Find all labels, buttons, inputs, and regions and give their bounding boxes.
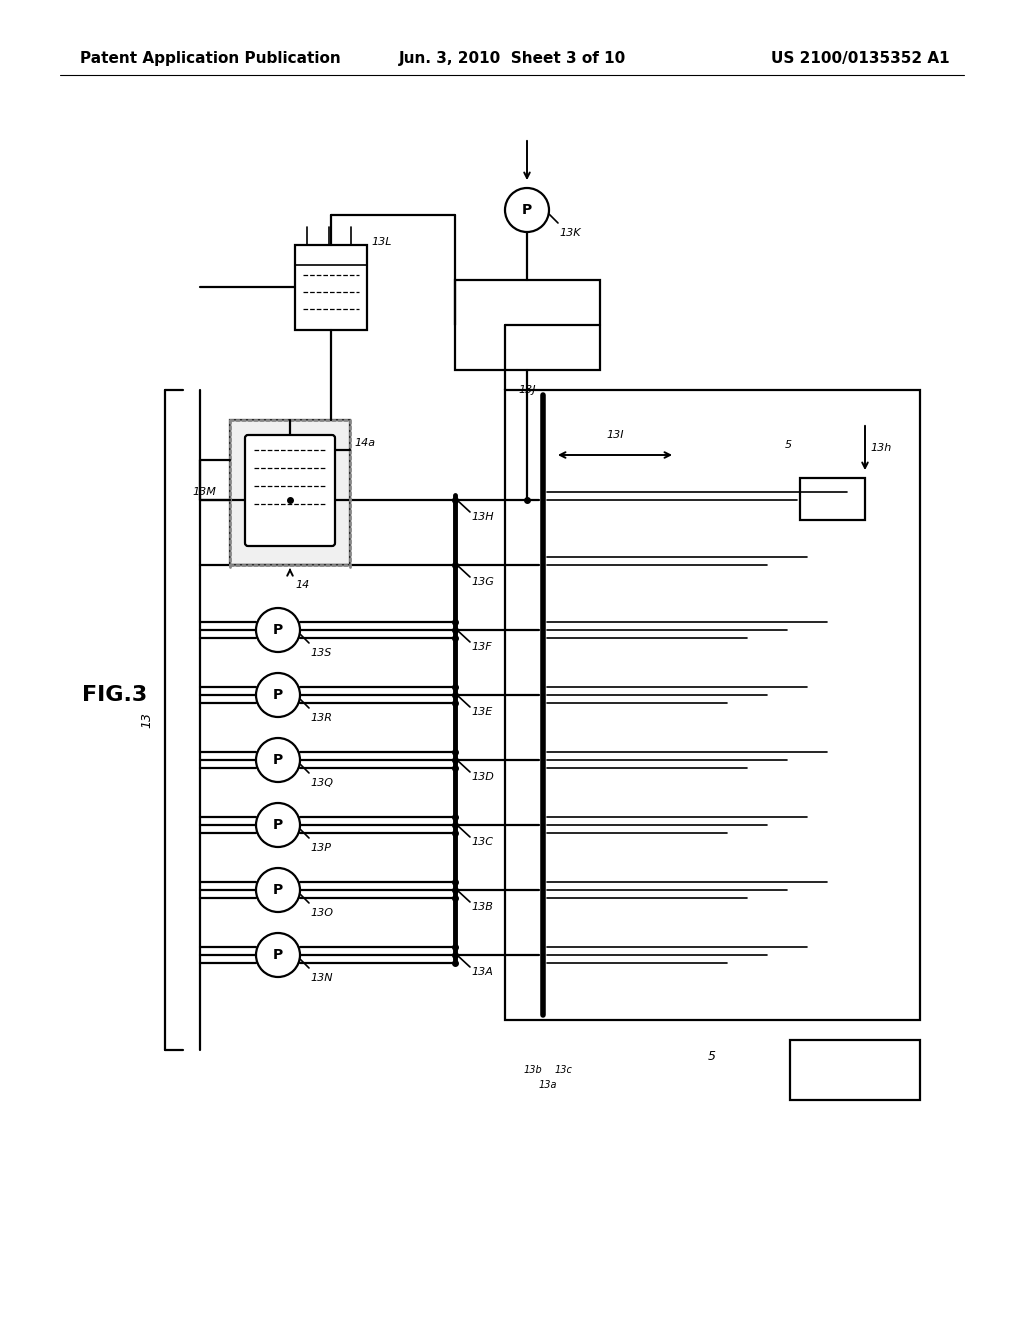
Text: 13C: 13C: [471, 837, 493, 847]
Text: 13B: 13B: [471, 902, 493, 912]
Text: 13L: 13L: [371, 238, 391, 247]
Text: 13a: 13a: [539, 1080, 557, 1090]
Bar: [295, 246, 367, 330]
Text: 5: 5: [708, 1049, 716, 1063]
Circle shape: [256, 933, 300, 977]
Text: 13H: 13H: [471, 512, 494, 521]
Text: P: P: [272, 948, 283, 962]
Circle shape: [256, 869, 300, 912]
Text: 13M: 13M: [193, 487, 216, 498]
Bar: [455, 280, 600, 370]
Text: Patent Application Publication: Patent Application Publication: [80, 50, 341, 66]
Text: 5: 5: [785, 440, 793, 450]
Circle shape: [256, 673, 300, 717]
Text: 14a: 14a: [354, 438, 375, 447]
Text: 13K: 13K: [559, 228, 581, 238]
Text: 13h: 13h: [870, 444, 891, 453]
Text: Jun. 3, 2010  Sheet 3 of 10: Jun. 3, 2010 Sheet 3 of 10: [398, 50, 626, 66]
Circle shape: [256, 738, 300, 781]
Text: 13D: 13D: [471, 772, 494, 781]
Text: P: P: [272, 688, 283, 702]
Text: 13E: 13E: [471, 708, 493, 717]
Text: P: P: [272, 752, 283, 767]
Text: 13I: 13I: [606, 430, 624, 440]
Text: P: P: [272, 623, 283, 638]
Text: US 2100/0135352 A1: US 2100/0135352 A1: [771, 50, 950, 66]
Text: P: P: [522, 203, 532, 216]
FancyBboxPatch shape: [245, 436, 335, 546]
Text: 13O: 13O: [310, 908, 333, 917]
Text: 13Q: 13Q: [310, 777, 333, 788]
Text: 14: 14: [295, 579, 309, 590]
Bar: [505, 389, 920, 1020]
Text: P: P: [272, 818, 283, 832]
Text: 13R: 13R: [310, 713, 332, 723]
Text: 13A: 13A: [471, 968, 493, 977]
Bar: [230, 420, 350, 565]
Circle shape: [505, 187, 549, 232]
Text: FIG.3: FIG.3: [82, 685, 147, 705]
Text: 13P: 13P: [310, 843, 331, 853]
Text: 13N: 13N: [310, 973, 333, 983]
Bar: [800, 478, 865, 520]
Circle shape: [256, 803, 300, 847]
Text: 13F: 13F: [471, 642, 492, 652]
Text: P: P: [272, 883, 283, 898]
Circle shape: [256, 609, 300, 652]
Text: 13J: 13J: [518, 385, 536, 395]
Text: 13S: 13S: [310, 648, 332, 657]
Text: 13b: 13b: [523, 1065, 543, 1074]
Text: 13: 13: [140, 711, 153, 729]
Text: 13c: 13c: [554, 1065, 572, 1074]
Text: 13G: 13G: [471, 577, 494, 587]
Bar: [790, 1040, 920, 1100]
